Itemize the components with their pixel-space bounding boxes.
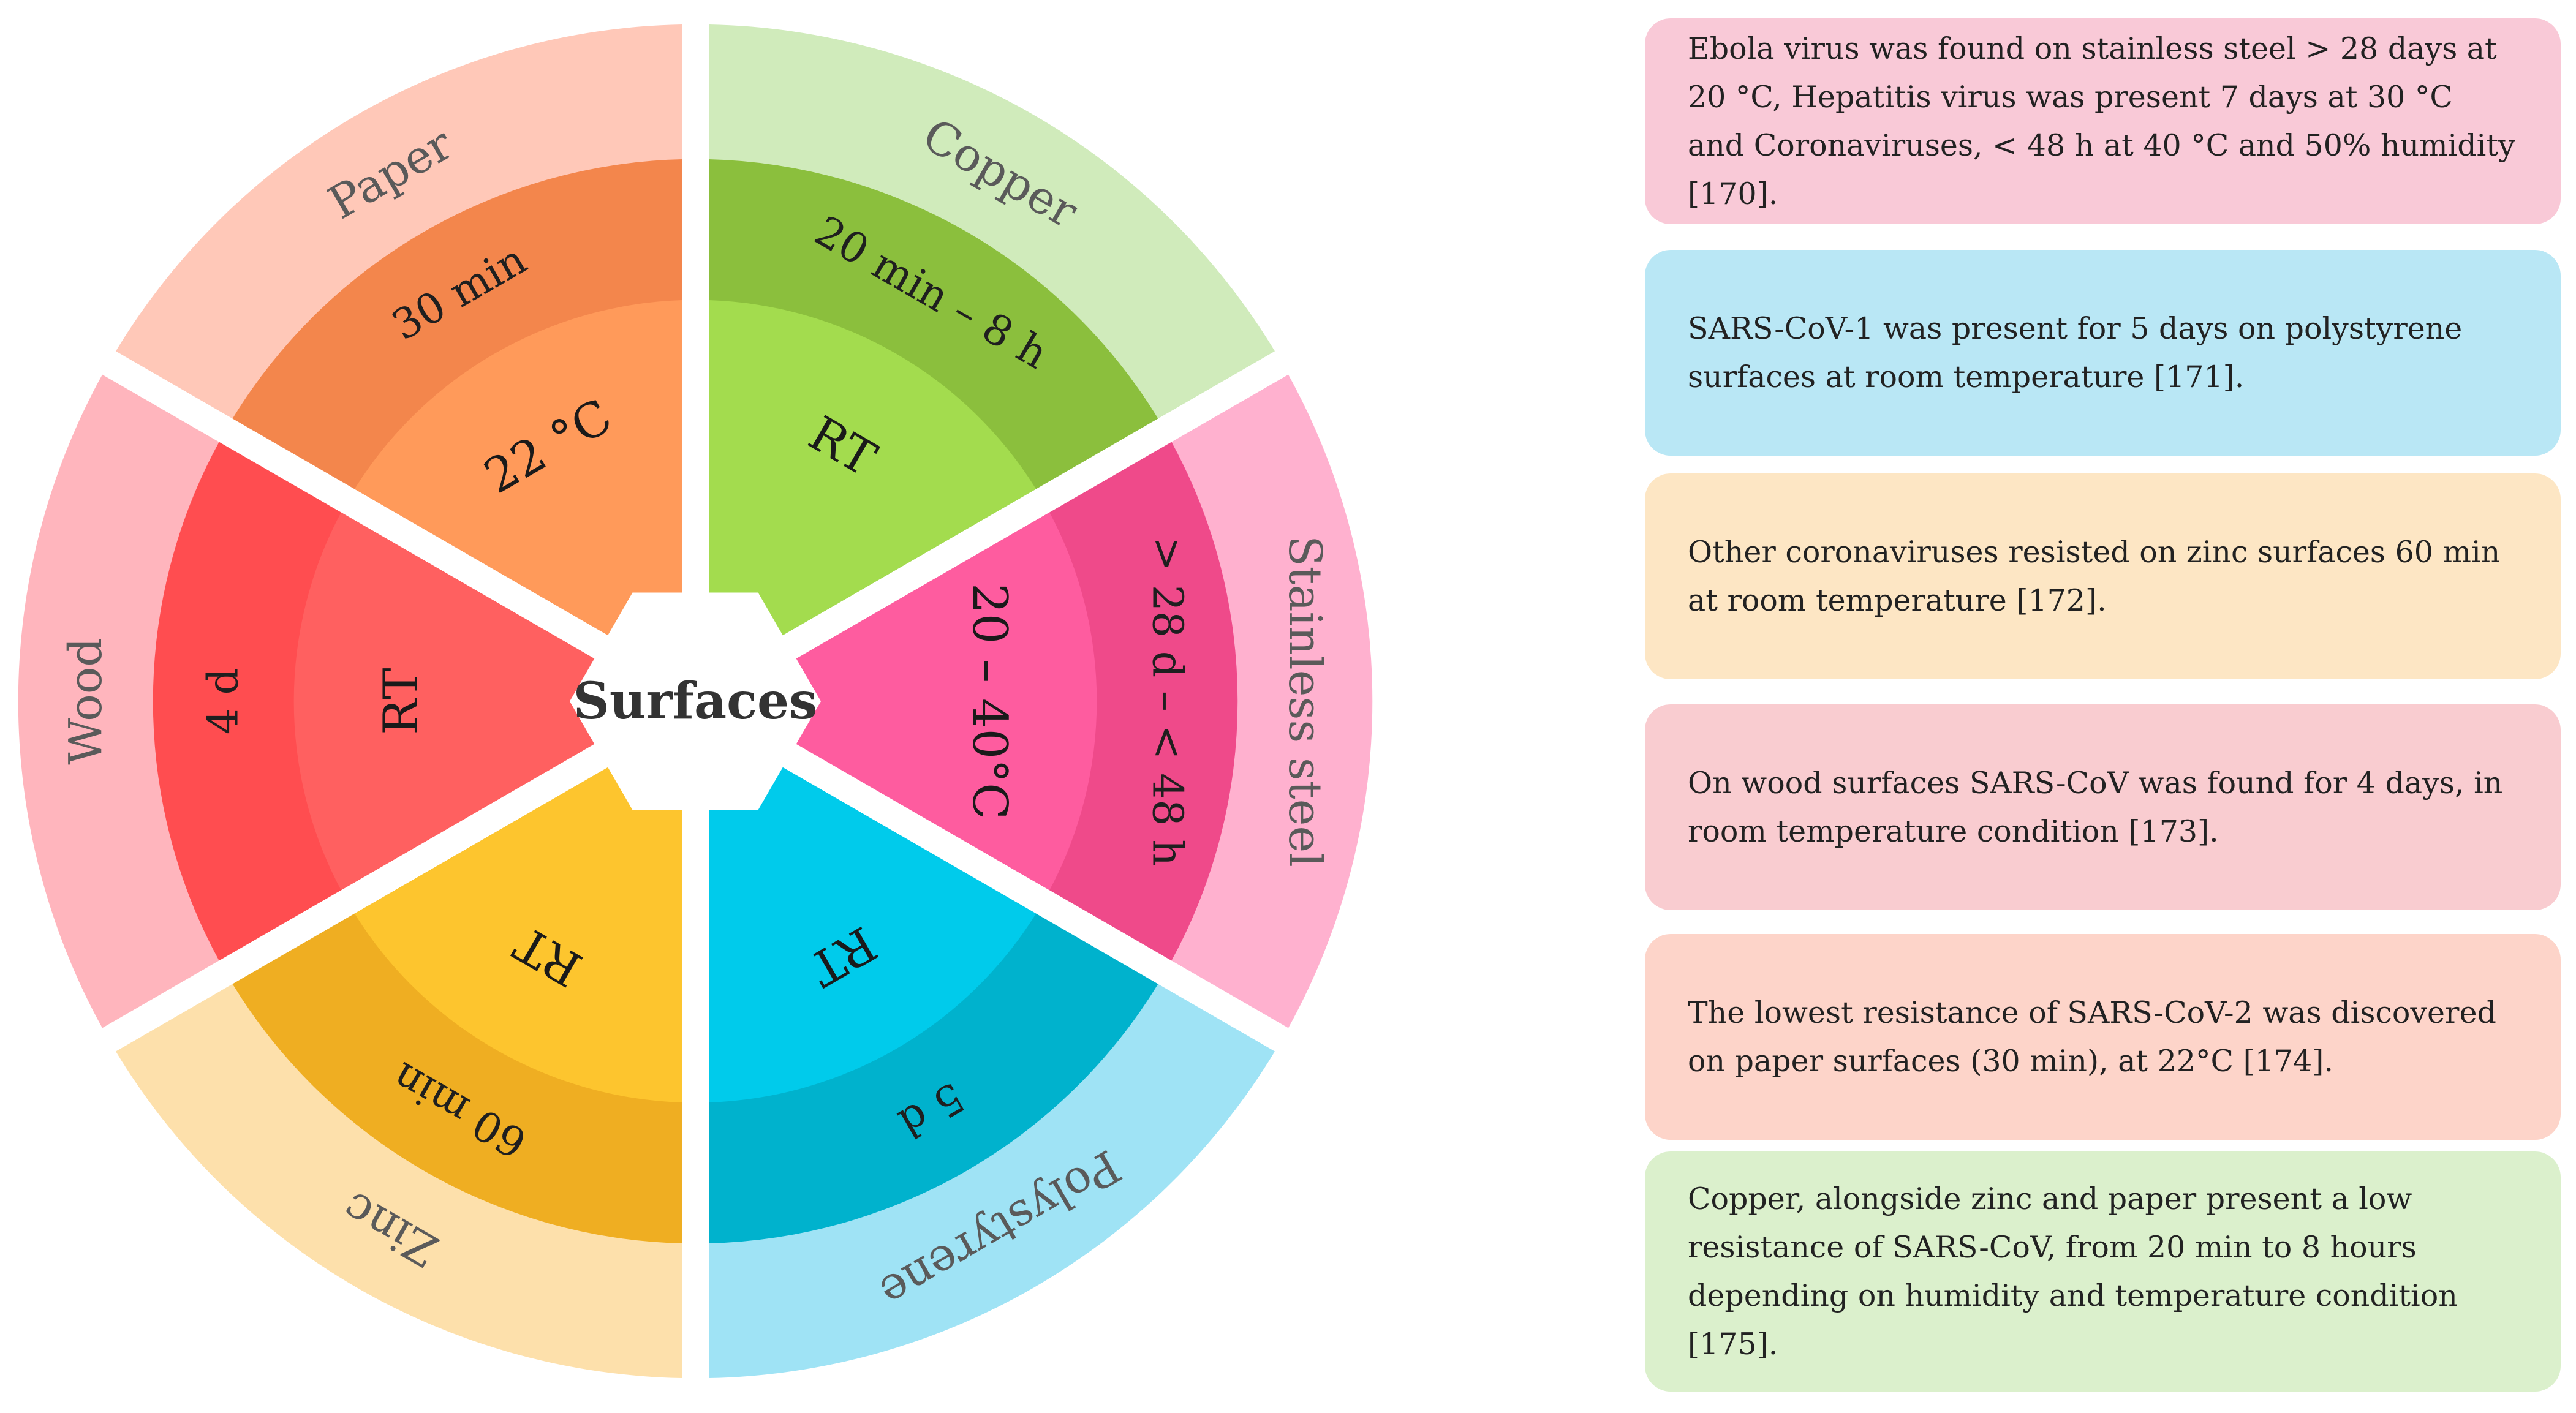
center-label: Surfaces [573,672,818,731]
sector-name-label: Stainless steel [1279,535,1331,867]
center-hub-shape [570,592,821,810]
sector-inner-ring [689,701,1037,1102]
info-panel-text: SARS-CoV-1 was present for 5 days on pol… [1688,311,2463,394]
info-panel-paper: The lowest resistance of SARS-CoV-2 was … [1645,934,2561,1140]
info-panel-text: Other coronaviruses resisted on zinc sur… [1688,535,2501,618]
sector-zinc [116,701,703,1378]
sectors-layer [18,24,1373,1378]
info-panel-text: On wood surfaces SARS-CoV was found for … [1688,766,2503,849]
sector-name-label: Wood [59,638,112,765]
sector-inner-ring [354,300,702,701]
sector-inner-ring [702,512,1097,891]
sector-time-label: 4 d [200,668,248,734]
info-panel-text: Ebola virus was found on stainless steel… [1688,31,2515,211]
sector-inner-ring [354,701,702,1102]
sector-stainless [702,374,1373,1028]
center-hub: Surfaces [570,592,821,810]
sector-time-label: > 28 d – < 48 h [1143,537,1192,866]
sector-polystyrene [689,701,1275,1378]
sector-inner-ring [689,300,1037,701]
info-panel-polystyrene: SARS-CoV-1 was present for 5 days on pol… [1645,250,2561,456]
sector-temp-label: RT [374,668,429,734]
sector-copper [689,24,1275,701]
sector-temp-label: 20 – 40°C [962,583,1017,820]
sector-wood [18,374,689,1028]
sector-inner-ring [293,512,689,891]
sector-paper [116,24,703,701]
info-panel-wood: On wood surfaces SARS-CoV was found for … [1645,704,2561,910]
info-panel-copper: Copper, alongside zinc and paper present… [1645,1151,2561,1392]
info-panel-zinc: Other coronaviruses resisted on zinc sur… [1645,473,2561,679]
info-panel-stainless-steel: Ebola virus was found on stainless steel… [1645,18,2561,224]
info-panel-text: The lowest resistance of SARS-CoV-2 was … [1688,995,2496,1079]
info-panel-text: Copper, alongside zinc and paper present… [1688,1181,2458,1362]
